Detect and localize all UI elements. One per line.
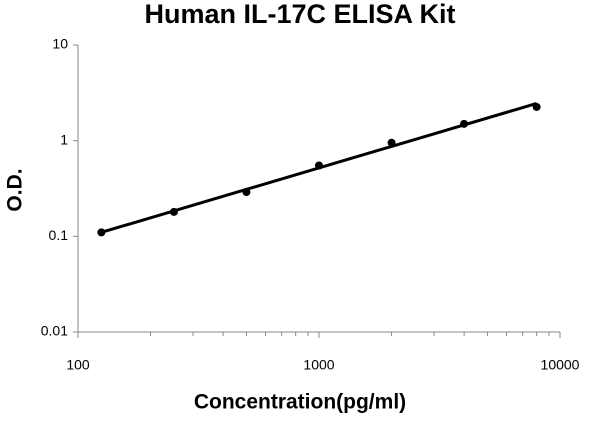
y-axis-title: O.D. [4,168,27,211]
data-point [169,207,178,216]
y-tick-label: 0.1 [49,227,69,243]
chart-title: Human IL-17C ELISA Kit [144,0,455,29]
x-tick-label: 1000 [303,357,334,373]
data-point [460,119,469,128]
y-tick-label: 0.01 [41,323,68,339]
data-point [242,188,251,197]
y-tick-label: 10 [52,36,68,52]
y-tick-label: 1 [60,131,68,147]
x-axis-title: Concentration(pg/ml) [194,391,406,414]
x-tick-label: 10000 [541,357,580,373]
data-point [387,138,396,147]
data-point [532,102,541,111]
data-point [315,161,323,170]
x-tick-label: 100 [66,357,90,373]
data-point [97,228,106,237]
